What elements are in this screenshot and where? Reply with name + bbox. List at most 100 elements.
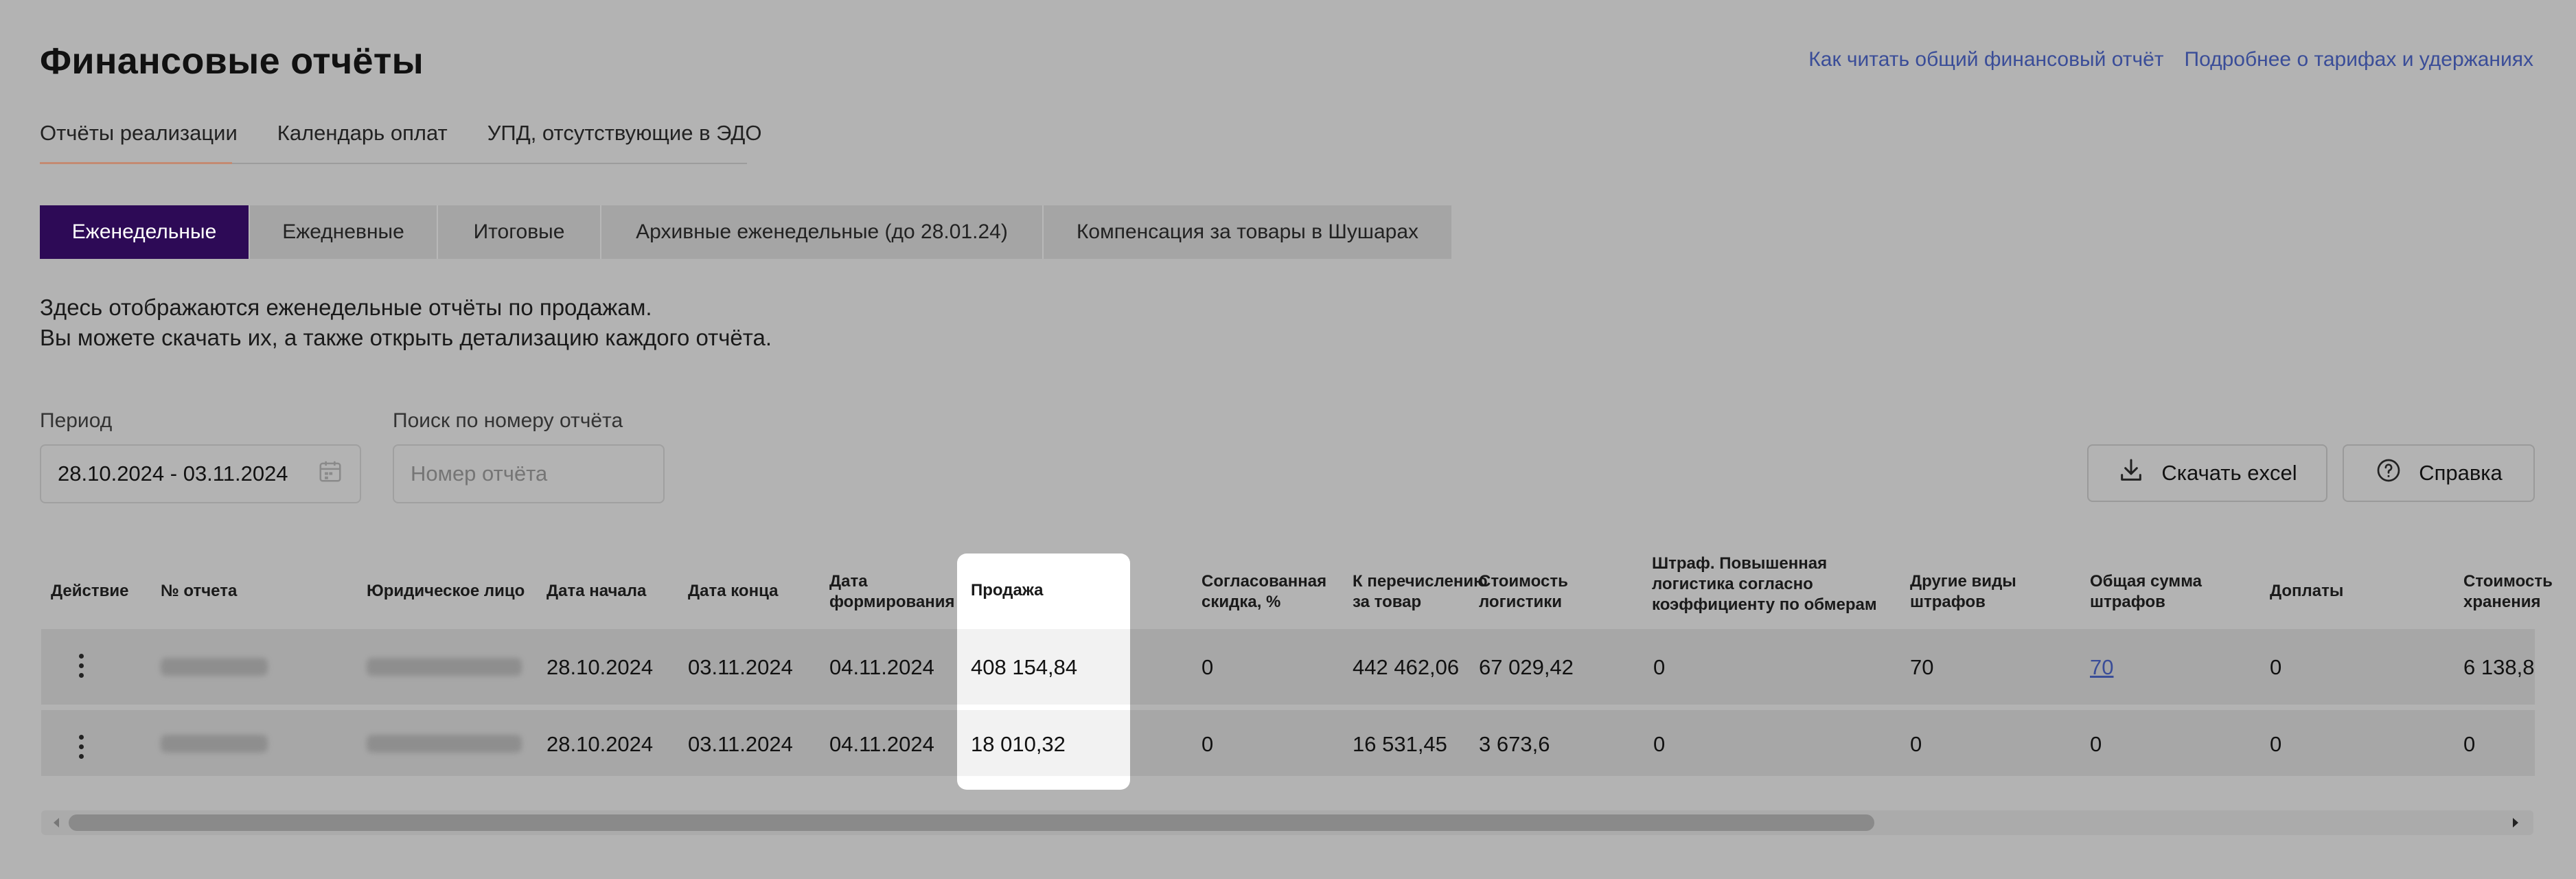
col-other-fines-line2: штрафов [1910,593,1986,611]
col-end-date[interactable]: Дата конца [688,582,779,600]
cell-logistics: 67 029,42 [1479,655,1574,679]
kebab-icon[interactable] [78,654,84,678]
scroll-left-icon[interactable] [51,816,62,833]
cell-payout: 442 462,06 [1353,655,1460,679]
cell-other-fines: 70 [1910,655,1934,679]
tab-archive-weekly[interactable]: Архивные еженедельные (до 28.01.24) [601,205,1044,259]
col-legal-entity[interactable]: Юридическое лицо [367,582,525,600]
tab-payment-calendar[interactable]: Календарь оплат [277,121,448,145]
legal-entity-redacted [367,658,522,676]
col-discount[interactable]: Согласованная скидка, % [1201,571,1326,613]
col-payout-line2: за товар [1353,593,1422,611]
cell-extra: 0 [2270,655,2282,679]
col-payout-line1: К перечислению [1353,572,1488,591]
cell-end: 03.11.2024 [688,732,793,756]
scrollbar-thumb[interactable] [69,814,1874,831]
calendar-icon[interactable] [317,458,343,490]
col-discount-line2: скидка, % [1201,593,1281,611]
tab-upd-missing[interactable]: УПД, отсутствующие в ЭДО [487,121,762,145]
period-field[interactable]: 28.10.2024 - 03.11.2024 [40,444,361,503]
period-value: 28.10.2024 - 03.11.2024 [58,461,288,486]
col-fine-logistics[interactable]: Штраф. Повышенная логистика согласно коэ… [1652,553,1877,615]
tab-compensation[interactable]: Компенсация за товары в Шушарах [1044,205,1451,259]
report-type-tabs: Еженедельные Ежедневные Итоговые Архивны… [40,205,1451,259]
nav-tabs: Отчёты реализации Календарь оплат УПД, о… [40,121,762,165]
col-fine-logistics-line3: коэффициенту по обмерам [1652,595,1877,614]
col-fine-logistics-line1: Штраф. Повышенная [1652,554,1828,573]
cell-start: 28.10.2024 [547,655,654,679]
cell-formed: 04.11.2024 [829,732,934,756]
cell-storage: 0 [2463,732,2476,756]
col-sale[interactable]: Продажа [971,581,1044,600]
nav-tab-active-indicator [40,162,232,164]
report-number-search-input[interactable] [393,444,665,503]
download-icon [2117,457,2145,490]
cell-sale: 18 010,32 [971,732,1066,756]
cell-storage: 6 138,8 [2463,655,2535,679]
col-logistics-line2: логистики [1479,593,1562,611]
cell-other-fines: 0 [1910,732,1922,756]
search-label: Поиск по номеру отчёта [393,409,623,432]
col-discount-line1: Согласованная [1201,572,1327,591]
col-total-fines[interactable]: Общая сумма штрафов [2090,571,2202,613]
download-excel-button[interactable]: Скачать excel [2087,444,2327,502]
nav-tabs-divider [40,163,747,164]
help-circle-icon [2375,457,2402,490]
scroll-right-icon[interactable] [2510,816,2521,833]
col-fine-logistics-line2: логистика согласно [1652,575,1813,593]
col-extra-payments[interactable]: Доплаты [2270,582,2344,600]
col-formed-date-line2: формирования [829,593,955,611]
legal-entity-redacted [367,735,522,753]
col-other-fines-line1: Другие виды [1910,572,2016,591]
header-links: Как читать общий финансовый отчёт Подроб… [1808,48,2533,71]
link-tariffs-info[interactable]: Подробнее о тарифах и удержаниях [2184,48,2533,71]
description-line-2: Вы можете скачать их, а также открыть де… [40,325,772,350]
cell-logistics: 3 673,6 [1479,732,1550,756]
cell-sale: 408 154,84 [971,655,1078,679]
col-storage-line1: Стоимость [2463,572,2553,591]
col-storage-line2: хранения [2463,593,2541,611]
col-report-number[interactable]: № отчета [161,582,238,600]
table-header: Действие № отчета Юридическое лицо Дата … [41,553,2553,629]
description-line-1: Здесь отображаются еженедельные отчёты п… [40,295,652,320]
tab-daily[interactable]: Ежедневные [250,205,438,259]
cell-extra: 0 [2270,732,2282,756]
report-number-redacted [161,735,268,753]
col-logistics-line1: Стоимость [1479,572,1568,591]
link-how-to-read-report[interactable]: Как читать общий финансовый отчёт [1808,48,2164,71]
cell-fine-logistics: 0 [1653,732,1666,756]
cell-discount: 0 [1201,732,1214,756]
col-formed-date[interactable]: Дата формирования [829,571,955,613]
help-button[interactable]: Справка [2343,444,2535,502]
col-other-fines[interactable]: Другие виды штрафов [1910,571,2016,613]
help-label: Справка [2419,461,2503,485]
description: Здесь отображаются еженедельные отчёты п… [40,293,772,353]
col-start-date[interactable]: Дата начала [547,582,647,600]
tab-total[interactable]: Итоговые [438,205,601,259]
col-total-fines-line1: Общая сумма [2090,572,2202,591]
table-row[interactable]: 28.10.2024 03.11.2024 04.11.2024 0 442 4… [41,629,2535,705]
cell-start: 28.10.2024 [547,732,654,756]
sale-column-highlight: Продажа 408 154,84 18 010,32 [957,553,1130,790]
cell-formed: 04.11.2024 [829,655,934,679]
cell-total-fines-link[interactable]: 70 [2090,655,2114,679]
cell-total-fines: 0 [2090,732,2102,756]
cell-discount: 0 [1201,655,1214,679]
cell-end: 03.11.2024 [688,655,793,679]
col-logistics[interactable]: Стоимость логистики [1479,571,1568,613]
col-formed-date-line1: Дата [829,572,868,591]
download-excel-label: Скачать excel [2161,461,2297,485]
period-label: Период [40,409,113,432]
table-row[interactable]: 28.10.2024 03.11.2024 04.11.2024 0 16 53… [41,710,2535,776]
kebab-icon[interactable] [78,735,84,759]
page-title: Финансовые отчёты [40,41,424,82]
col-payout[interactable]: К перечислению за товар [1353,571,1488,613]
col-total-fines-line2: штрафов [2090,593,2165,611]
report-number-redacted [161,658,268,676]
col-action: Действие [51,582,129,600]
col-storage[interactable]: Стоимость хранения [2463,571,2553,613]
tab-weekly[interactable]: Еженедельные [40,205,250,259]
cell-payout: 16 531,45 [1353,732,1447,756]
cell-fine-logistics: 0 [1653,655,1666,679]
tab-sales-reports[interactable]: Отчёты реализации [40,121,238,145]
